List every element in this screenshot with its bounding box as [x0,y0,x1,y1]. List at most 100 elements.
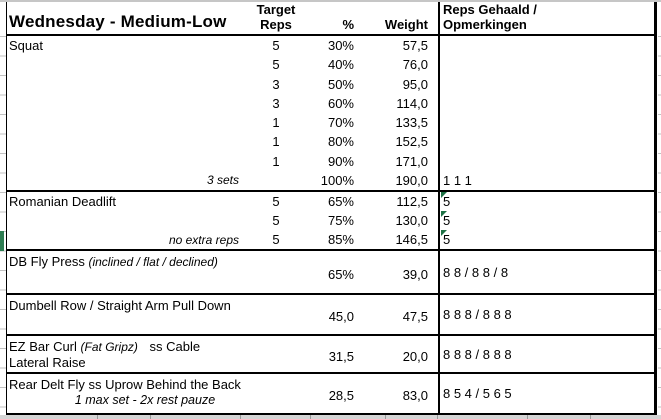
cell-exercise[interactable] [7,211,241,230]
cell-weight[interactable]: 95,0 [402,76,428,92]
cell-weight[interactable]: 112,5 [396,194,428,209]
cell-reps-achieved[interactable] [438,74,654,94]
cell-target-reps[interactable]: 5 [272,232,280,247]
cell-target-reps[interactable]: 5 [272,38,280,54]
cell-exercise[interactable] [7,152,241,171]
cell-percent[interactable]: 28,5 [328,388,354,403]
table-row: Romanian Deadlift 5 65% 112,5 5 [7,192,654,211]
cell-exercise[interactable]: Dumbell Row / Straight Arm Pull Down [7,295,241,334]
cell-weight[interactable]: 114,0 [396,95,428,111]
cell-percent[interactable]: 80% [327,134,354,150]
cell-reps-achieved[interactable]: 8 5 4 / 5 6 5 [438,374,654,413]
cell-reps-achieved[interactable]: 8 8 8 / 8 8 8 [438,295,654,334]
cell-reps-achieved[interactable]: 5 [438,192,654,211]
cell-day-title[interactable]: Wednesday - Medium-Low [7,2,241,34]
col-header-percent[interactable]: % [342,17,354,32]
table-row: 1 90% 171,0 [7,151,654,171]
col-header-result-line1: Reps Gehaald / [443,2,537,17]
cell-reps-achieved[interactable] [438,132,654,152]
col-header-weight[interactable]: Weight [384,17,428,32]
cell-exercise-note[interactable]: 3 sets [7,171,241,190]
cell-weight[interactable]: 39,0 [402,266,428,282]
cell-percent[interactable]: 65% [327,194,354,209]
cell-percent[interactable]: 45,0 [328,309,354,324]
cell-reps-achieved[interactable] [438,36,654,56]
cell-exercise[interactable] [7,75,241,94]
cell-target-reps[interactable]: 5 [272,194,280,209]
cell-target-reps[interactable]: 1 [272,153,280,169]
exercise-variant-note: (Fat Gripz) [80,340,138,354]
cell-target-reps[interactable]: 1 [272,134,280,150]
cell-exercise[interactable]: EZ Bar Curl (Fat Gripz) ss Cable Lateral… [7,336,241,372]
cell-reps-achieved[interactable] [438,55,654,75]
cell-weight[interactable]: 152,5 [395,134,428,150]
cell-exercise[interactable]: DB Fly Press (inclined / flat / declined… [7,251,241,293]
cell-percent[interactable]: 75% [327,213,354,228]
page-title: Wednesday - Medium-Low [9,12,227,31]
cell-exercise[interactable] [7,94,241,113]
cell-exercise[interactable] [7,55,241,74]
exercise-variant-note: (inclined / flat / declined) [88,255,218,269]
exercise-name: Dumbell Row / Straight Arm Pull Down [9,298,231,313]
cell-target-reps[interactable]: 3 [272,76,280,92]
cell-weight[interactable]: 83,0 [402,388,428,403]
cell-target-reps[interactable]: 5 [272,57,280,73]
cell-reps-achieved[interactable]: 5 [438,230,654,249]
cell-weight[interactable]: 133,5 [395,115,428,131]
cell-reps-achieved[interactable]: 5 [438,211,654,230]
green-fill-cell [0,231,4,251]
cell-percent[interactable]: 65% [327,266,354,282]
cell-exercise[interactable]: Romanian Deadlift [7,192,241,211]
cell-target-reps[interactable]: 1 [272,115,280,131]
top-gridline [0,0,661,2]
cell-reps-achieved[interactable]: 8 8 / 8 8 / 8 [438,251,654,293]
cell-weight[interactable]: 20,0 [402,348,428,364]
cell-percent[interactable]: 30% [327,38,354,54]
cell-target-reps[interactable] [241,295,311,334]
cell-reps-achieved[interactable] [438,113,654,133]
cell-percent[interactable]: 31,5 [328,348,354,364]
col-header-target: Target [256,2,296,17]
cell-target-reps[interactable]: 5 [272,213,280,228]
cell-reps-achieved[interactable]: 1 1 1 [438,170,654,190]
section-dumbell-row: Dumbell Row / Straight Arm Pull Down 45,… [7,295,654,336]
col-header-result[interactable]: Reps Gehaald / Opmerkingen [438,2,654,34]
cell-percent[interactable]: 40% [327,57,354,73]
cell-exercise[interactable]: Rear Delt Fly ss Uprow Behind the Back 1… [7,374,241,413]
cell-weight[interactable]: 47,5 [402,309,428,324]
cell-percent[interactable]: 70% [327,115,354,131]
table-row: 3 60% 114,0 [7,93,654,113]
set-note: 1 max set - 2x rest pauze [74,393,216,407]
cell-reps-achieved[interactable] [438,93,654,113]
cell-weight[interactable]: 76,0 [402,57,428,73]
cell-percent[interactable]: 85% [327,232,354,247]
cell-reps-achieved[interactable] [438,151,654,171]
cell-exercise[interactable] [7,132,241,151]
header-row: Wednesday - Medium-Low Target Reps % Wei… [7,2,654,36]
exercise-name: Rear Delt Fly ss Uprow Behind the Back [9,377,241,392]
cell-weight[interactable]: 130,0 [395,213,428,228]
cell-target-reps[interactable] [241,171,311,190]
cell-weight[interactable]: 171,0 [395,153,428,169]
cell-weight[interactable]: 57,5 [402,38,428,54]
column-tick [240,415,241,419]
cell-percent[interactable]: 100% [320,172,354,188]
section-rear-delt-fly: Rear Delt Fly ss Uprow Behind the Back 1… [7,374,654,415]
col-header-target-reps[interactable]: Target Reps [241,2,311,34]
cell-reps-achieved[interactable]: 8 8 8 / 8 8 8 [438,336,654,372]
cell-percent[interactable]: 90% [327,153,354,169]
cell-exercise[interactable]: Squat [7,36,241,55]
cell-target-reps[interactable] [241,374,311,413]
cell-exercise[interactable] [7,113,241,132]
cell-flag-icon [441,230,447,236]
cell-weight[interactable]: 190,0 [395,172,428,188]
table-row: 5 40% 76,0 [7,55,654,75]
cell-weight[interactable]: 146,5 [395,232,428,247]
cell-target-reps[interactable]: 3 [272,95,280,111]
cell-percent[interactable]: 60% [327,95,354,111]
cell-percent[interactable]: 50% [327,76,354,92]
cell-target-reps[interactable] [241,336,311,372]
cell-target-reps[interactable] [241,251,311,293]
cell-exercise-note[interactable]: no extra reps [7,230,241,249]
